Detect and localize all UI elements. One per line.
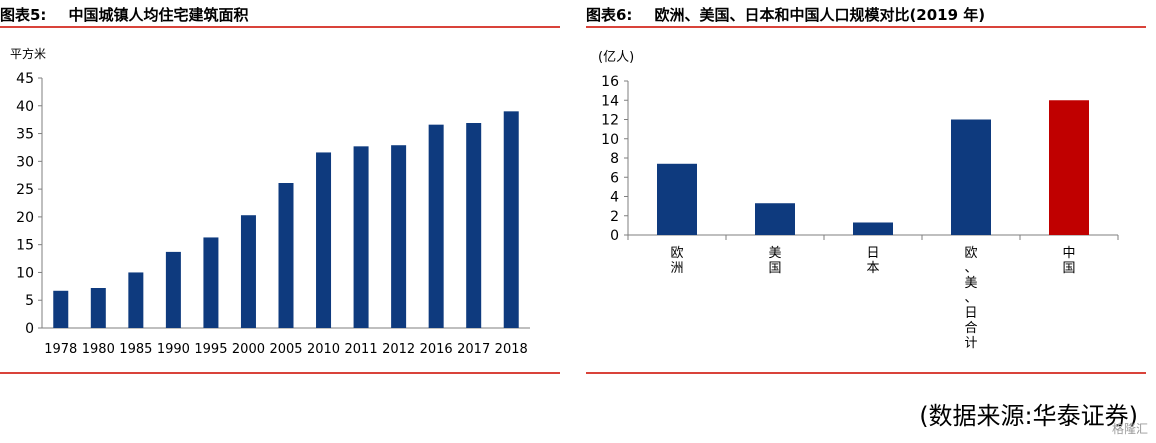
y-tick-label: 20 xyxy=(16,210,34,226)
bar-2012 xyxy=(391,145,407,328)
y-tick-label: 35 xyxy=(16,127,34,143)
figure-5-title-text: 中国城镇人均住宅建筑面积 xyxy=(68,6,249,24)
figure-5-top-rule xyxy=(0,26,560,28)
x-tick-label: 日本 xyxy=(866,246,879,276)
y-tick-label: 6 xyxy=(610,170,619,186)
y-tick-label: 16 xyxy=(601,74,619,90)
bar-1985 xyxy=(128,272,144,328)
figure-6-panel: 图表6: 欧洲、美国、日本和中国人口规模对比(2019 年) (亿人) 0 2 4 6 8 1… xyxy=(586,0,1146,380)
bar-欧洲 xyxy=(657,163,697,235)
bar-1980 xyxy=(90,288,106,328)
figure-5-panel: 图表5: 中国城镇人均住宅建筑面积 平方米 0 5 10 15 20 25 30 35 40 45 19… xyxy=(0,0,560,380)
bar-1978 xyxy=(53,290,69,328)
x-tick-label: 1980 xyxy=(82,342,115,357)
figure-6-chart: (亿人) 0 2 4 6 8 10 12 14 16 欧洲 美国 日本 欧、美、日合计 中国 xyxy=(598,50,1119,351)
watermark: 格隆汇 xyxy=(1111,422,1148,436)
bar-2005 xyxy=(278,183,294,328)
y-tick-label: 8 xyxy=(610,151,619,167)
x-tick-label: 欧洲 xyxy=(670,246,683,276)
x-tick-label: 1990 xyxy=(157,342,190,357)
bar-日本 xyxy=(853,222,893,235)
x-tick-label: 2018 xyxy=(495,342,528,357)
x-tick-label: 1978 xyxy=(44,342,77,357)
figure-6-label: 图表6: xyxy=(586,6,633,24)
x-tick-label: 1995 xyxy=(194,342,227,357)
bar-2018 xyxy=(503,111,519,328)
y-tick-label: 0 xyxy=(25,321,34,337)
y-tick-label: 15 xyxy=(16,238,34,254)
x-tick-label: 2011 xyxy=(345,342,378,357)
y-tick-label: 5 xyxy=(25,293,34,309)
y-tick-label: 25 xyxy=(16,182,34,198)
y-tick-label: 0 xyxy=(610,228,619,244)
x-tick-label: 2017 xyxy=(457,342,490,357)
figure-6-title: 图表6: 欧洲、美国、日本和中国人口规模对比(2019 年) xyxy=(586,4,985,25)
figure-5-chart: 平方米 0 5 10 15 20 25 30 35 40 45 1978 1980 1985 1990 199… xyxy=(10,46,530,357)
bar-1995 xyxy=(203,237,219,328)
y-tick-label: 40 xyxy=(16,99,34,115)
y-axis-unit-label: (亿人) xyxy=(598,50,634,65)
figure-5-title: 图表5: 中国城镇人均住宅建筑面积 xyxy=(0,4,248,25)
figure-6-title-text: 欧洲、美国、日本和中国人口规模对比(2019 年) xyxy=(654,6,986,24)
bar-2011 xyxy=(353,146,369,328)
bar-中国 xyxy=(1049,100,1089,235)
x-tick-label: 2005 xyxy=(269,342,302,357)
bar-2000 xyxy=(240,215,256,328)
x-tick-label: 中国 xyxy=(1062,246,1075,276)
y-tick-label: 2 xyxy=(610,209,619,225)
y-tick-label: 12 xyxy=(601,113,619,129)
y-tick-label: 10 xyxy=(16,265,34,281)
x-tick-label: 欧、美、日合计 xyxy=(964,246,977,351)
figure-5-bottom-rule xyxy=(0,372,560,374)
y-axis-unit-label: 平方米 xyxy=(10,46,46,61)
bar-美国 xyxy=(755,203,795,235)
source-note: (数据来源:华泰证券) xyxy=(919,402,1138,430)
bar-2016 xyxy=(428,124,444,329)
bar-2017 xyxy=(466,123,482,328)
y-tick-label: 4 xyxy=(610,190,619,206)
y-tick-label: 30 xyxy=(16,154,34,170)
x-tick-label: 2016 xyxy=(420,342,453,357)
y-tick-label: 10 xyxy=(601,132,619,148)
bar-欧、美、日合计 xyxy=(951,119,991,235)
bar-1990 xyxy=(165,251,181,328)
x-tick-label: 1985 xyxy=(119,342,152,357)
bar-2010 xyxy=(316,152,332,328)
y-tick-label: 14 xyxy=(601,93,619,109)
figure-5-label: 图表5: xyxy=(0,6,47,24)
x-tick-label: 2000 xyxy=(232,342,265,357)
x-tick-label: 美国 xyxy=(768,246,781,276)
x-tick-label: 2010 xyxy=(307,342,340,357)
y-tick-label: 45 xyxy=(16,71,34,87)
x-tick-label: 2012 xyxy=(382,342,415,357)
figure-6-top-rule xyxy=(586,26,1146,28)
figure-6-bottom-rule xyxy=(586,372,1146,374)
